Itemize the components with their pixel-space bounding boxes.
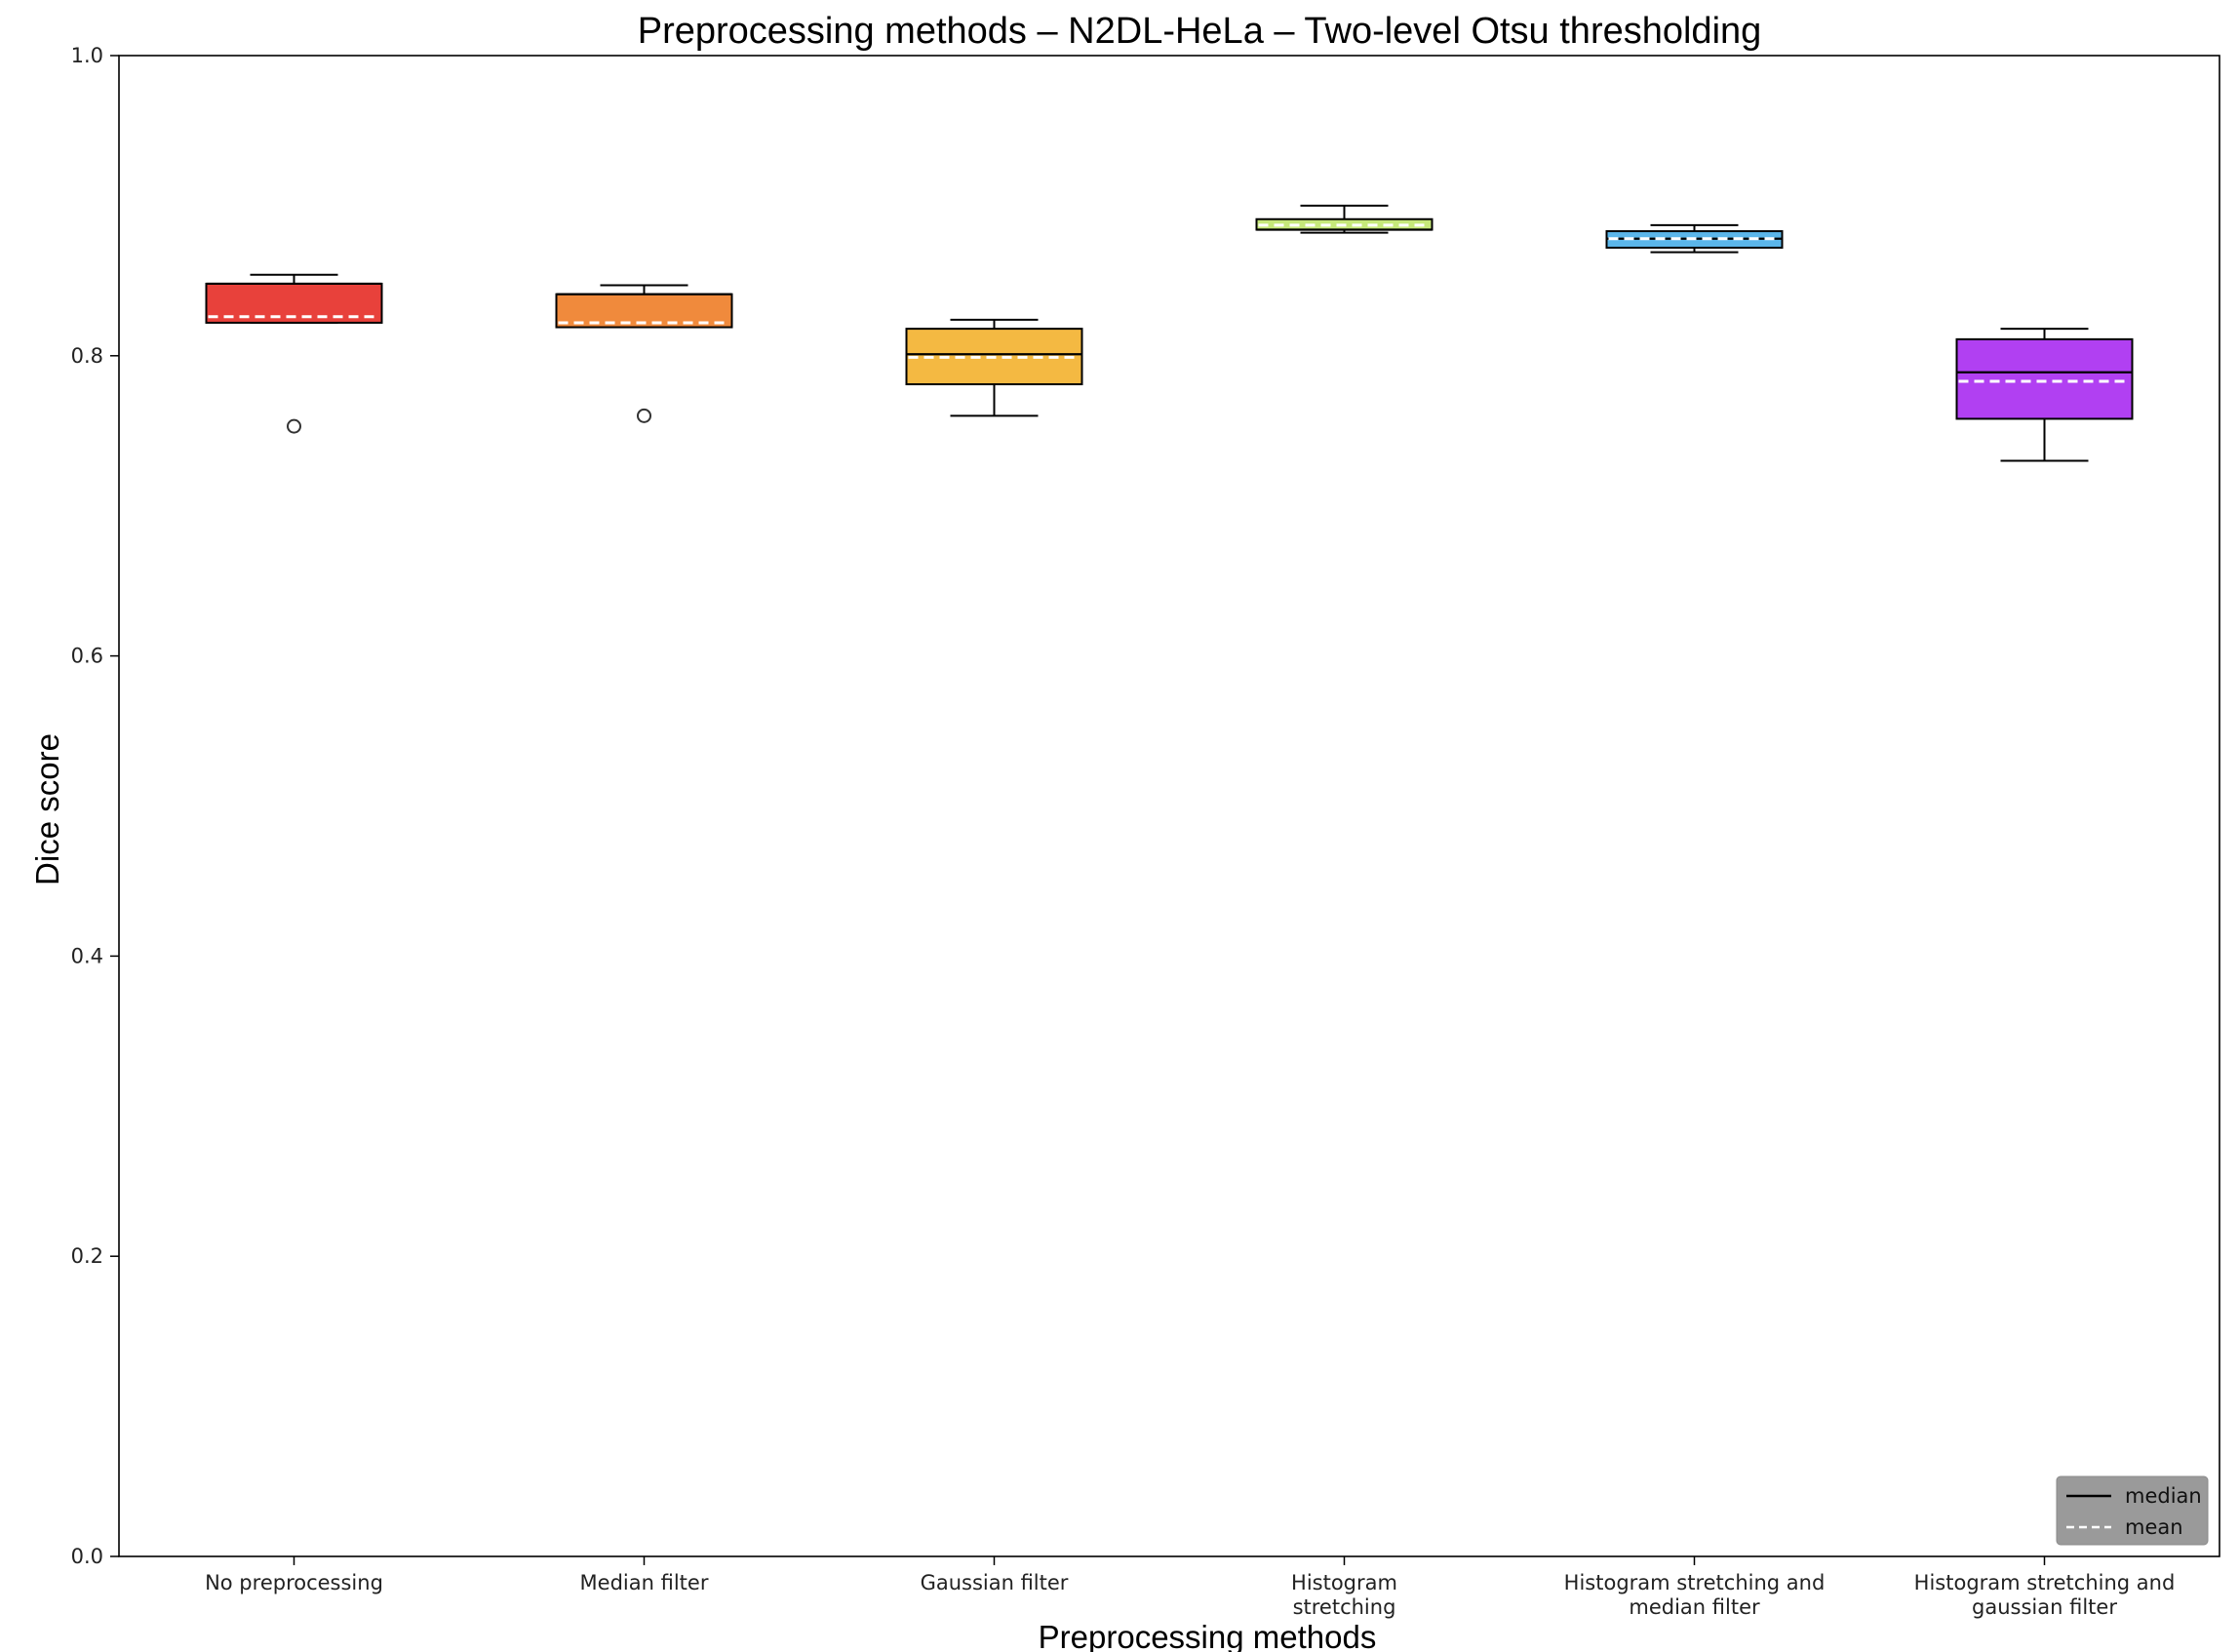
x-tick-label: Histogram stretching and bbox=[1914, 1571, 2176, 1594]
outlier-point bbox=[637, 408, 651, 423]
x-axis-label: Preprocessing methods bbox=[1039, 1619, 1377, 1652]
x-tick-label: No preprocessing bbox=[205, 1571, 383, 1594]
y-axis-label: Dice score bbox=[29, 733, 65, 885]
y-tick-label: 0.4 bbox=[71, 944, 103, 967]
x-tick-label: Gaussian filter bbox=[921, 1571, 1069, 1594]
y-tick-label: 0.0 bbox=[71, 1545, 103, 1568]
plot-area: 0.0 0.2 0.4 0.6 0.8 1.0 No preprocessing Median… bbox=[71, 44, 2220, 1619]
plot-frame bbox=[118, 55, 2220, 1557]
x-tick-label: stretching bbox=[1293, 1595, 1396, 1619]
y-tick-label: 0.6 bbox=[71, 645, 103, 668]
x-tick-label: Median filter bbox=[580, 1571, 709, 1594]
legend-label-mean: mean bbox=[2125, 1515, 2183, 1539]
y-tick-label: 0.8 bbox=[71, 344, 103, 368]
y-tick-label: 0.2 bbox=[71, 1244, 103, 1268]
legend-label-median: median bbox=[2125, 1484, 2202, 1508]
legend: median mean bbox=[2056, 1475, 2209, 1546]
box-iqr bbox=[1955, 337, 2134, 420]
y-tick-label: 1.0 bbox=[71, 44, 103, 67]
chart-title: Preprocessing methods – N2DL-HeLa – Two-… bbox=[638, 11, 1762, 52]
x-tick-label: gaussian filter bbox=[1972, 1595, 2117, 1619]
box-group: No preprocessing bbox=[205, 273, 383, 1594]
x-tick-label: median filter bbox=[1629, 1595, 1760, 1619]
outlier-point bbox=[287, 418, 301, 434]
box-group: Gaussian filter bbox=[905, 318, 1083, 1594]
box-group: Median filter bbox=[555, 284, 733, 1594]
x-tick-label: Histogram bbox=[1291, 1571, 1397, 1594]
x-tick-label: Histogram stretching and bbox=[1564, 1571, 1826, 1594]
